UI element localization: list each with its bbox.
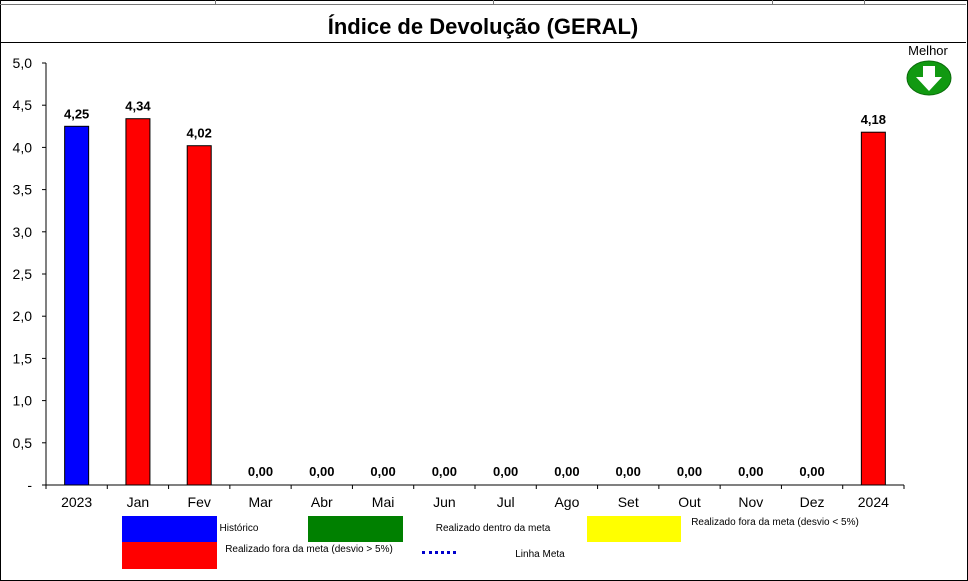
y-tick-label: 3,5 <box>13 182 33 198</box>
y-tick-label: 1,5 <box>13 350 33 366</box>
y-tick-label: 4,5 <box>13 97 33 113</box>
x-tick-label: 2024 <box>858 494 889 510</box>
data-label: 0,00 <box>248 464 273 479</box>
x-tick-label: Out <box>678 494 701 510</box>
data-label: 0,00 <box>432 464 457 479</box>
x-tick-label: 2023 <box>61 494 92 510</box>
data-label: 0,00 <box>738 464 763 479</box>
data-label: 0,00 <box>370 464 395 479</box>
data-label: 4,25 <box>64 106 89 121</box>
y-tick-label: - <box>27 477 32 493</box>
bar-chart: - 0,5 1,0 1,5 2,0 2,5 3,0 3,5 4,0 4,5 5,0 2023 4,25 J… <box>13 55 905 510</box>
top-divider <box>864 0 865 4</box>
x-tick-label: Jun <box>433 494 456 510</box>
x-tick-label: Jan <box>127 494 150 510</box>
x-tick-label: Abr <box>311 494 333 510</box>
top-divider <box>493 0 494 4</box>
x-tick-label: Jul <box>497 494 515 510</box>
down-arrow-icon <box>906 60 952 101</box>
data-label: 4,18 <box>861 112 886 127</box>
top-divider <box>772 0 773 4</box>
bar <box>860 131 886 486</box>
data-label: 0,00 <box>616 464 641 479</box>
x-tick-label: Set <box>618 494 639 510</box>
bar <box>125 118 151 486</box>
top-border-line <box>0 4 966 5</box>
bar <box>64 125 90 486</box>
legend-label-dentro-meta: Realizado dentro da meta <box>435 523 551 534</box>
data-label: 0,00 <box>677 464 702 479</box>
legend-label-linha-meta: Linha Meta <box>515 549 565 560</box>
y-tick-label: 1,0 <box>13 393 33 409</box>
y-tick-label: 2,0 <box>13 308 33 324</box>
best-direction-label: Melhor <box>908 43 948 58</box>
y-tick-label: 2,5 <box>13 266 33 282</box>
legend-swatch-historico <box>122 516 217 542</box>
legend-label-historico: Histórico <box>219 523 259 534</box>
legend-swatch-fora-meta-menor <box>587 516 681 542</box>
x-tick-label: Dez <box>800 494 825 510</box>
chart-title: Índice de Devolução (GERAL) <box>327 14 639 39</box>
title-divider <box>0 42 966 43</box>
data-label: 4,02 <box>187 126 212 141</box>
x-tick-label: Mai <box>372 494 395 510</box>
y-tick-label: 3,0 <box>13 224 33 240</box>
data-label: 0,00 <box>309 464 334 479</box>
bar <box>186 145 212 486</box>
legend-label-fora-meta-menor: Realizado fora da meta (desvio < 5%) <box>691 517 859 528</box>
data-label: 0,00 <box>554 464 579 479</box>
x-tick-label: Fev <box>188 494 211 510</box>
top-divider <box>215 0 216 4</box>
legend-label-fora-meta-maior: Realizado fora da meta (desvio > 5%) <box>225 544 393 555</box>
legend-swatch-linha-meta <box>422 551 456 554</box>
y-tick-label: 5,0 <box>13 55 33 71</box>
x-tick-label: Mar <box>248 494 272 510</box>
legend-swatch-fora-meta-maior <box>122 542 217 569</box>
plot-area <box>46 63 904 485</box>
x-tick-label: Ago <box>554 494 579 510</box>
y-tick-label: 4,0 <box>13 139 33 155</box>
data-label: 0,00 <box>799 464 824 479</box>
y-tick-label: 0,5 <box>13 435 33 451</box>
data-label: 0,00 <box>493 464 518 479</box>
data-label: 4,34 <box>125 99 151 114</box>
x-tick-label: Nov <box>738 494 763 510</box>
legend-swatch-dentro-meta <box>308 516 403 542</box>
